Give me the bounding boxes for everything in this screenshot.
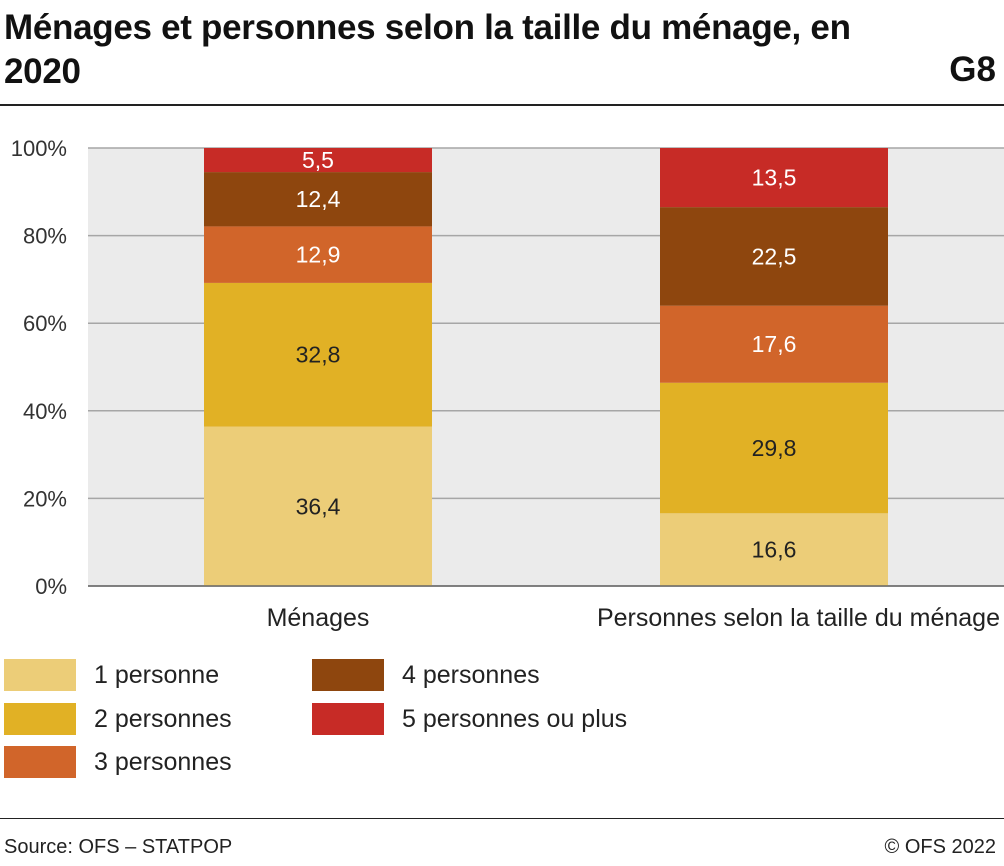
y-tick-label: 0% [35,574,67,599]
legend-item-4-personnes: 4 personnes [312,658,540,692]
legend-item-3-personnes: 3 personnes [4,745,232,779]
bar-segment-1-personne [660,513,888,586]
copyright-note: © OFS 2022 [884,836,996,858]
legend-swatch-2-personnes [4,703,76,735]
legend-swatch-3-personnes [4,746,76,778]
legend-item-2-personnes: 2 personnes [4,702,232,736]
data-label: 22,5 [752,243,797,269]
data-label: 16,6 [752,537,797,563]
legend-swatch-4-personnes [312,659,384,691]
legend-label-5-personnes-ou-plus: 5 personnes ou plus [402,704,628,733]
chart-title: Ménages et personnes selon la taille du … [4,8,851,91]
x-tick-label: Personnes selon la taille du ménage [597,604,1000,632]
y-tick-label: 40% [23,399,67,424]
legend-swatch-1-personne [4,659,76,691]
bar-segment-3-personnes [204,226,432,283]
top-divider [0,104,1004,106]
data-label: 13,5 [752,165,797,191]
legend-item-1-personne: 1 personne [4,658,219,692]
bar-segment-5-personnes-ou-plus [660,148,888,208]
data-label: 5,5 [302,147,334,173]
x-tick-label: Ménages [267,604,370,632]
bar-segment-4-personnes [660,207,888,306]
bar-segment-4-personnes [204,172,432,227]
legend-label-4-personnes: 4 personnes [402,660,540,689]
data-label: 29,8 [752,435,797,461]
legend-label-2-personnes: 2 personnes [94,704,232,733]
bar-segment-3-personnes [660,305,888,383]
legend-swatch-5-personnes-ou-plus [312,703,384,735]
bar-segment-2-personnes [660,382,888,514]
y-tick-label: 20% [23,486,67,511]
legend-label-1-personne: 1 personne [94,660,220,689]
chart-id-label: G8 [949,50,996,89]
legend-item-5-personnes-ou-plus: 5 personnes ou plus [312,702,627,736]
data-label: 32,8 [296,342,341,368]
data-label: 36,4 [296,493,341,519]
legend: 1 personne 2 personnes 3 personnes 4 per… [0,656,1004,786]
y-tick-label: 80% [23,224,67,249]
bar-segment-1-personne [204,426,432,586]
source-note: Source: OFS – STATPOP [4,836,233,858]
data-label: 17,6 [752,331,797,357]
y-tick-label: 60% [23,311,67,336]
stacked-bar-chart: 0% 20% 40% 60% 80% 100% 36,4 32,8 12,9 12,4 5,5 Mén… [11,136,1004,632]
data-label: 12,4 [296,186,341,212]
bar-segment-2-personnes [204,282,432,427]
data-label: 12,9 [296,242,341,268]
bottom-divider [0,818,1004,819]
y-tick-label: 100% [11,136,67,161]
legend-label-3-personnes: 3 personnes [94,747,232,776]
bar-segment-5-personnes-ou-plus [204,148,432,173]
